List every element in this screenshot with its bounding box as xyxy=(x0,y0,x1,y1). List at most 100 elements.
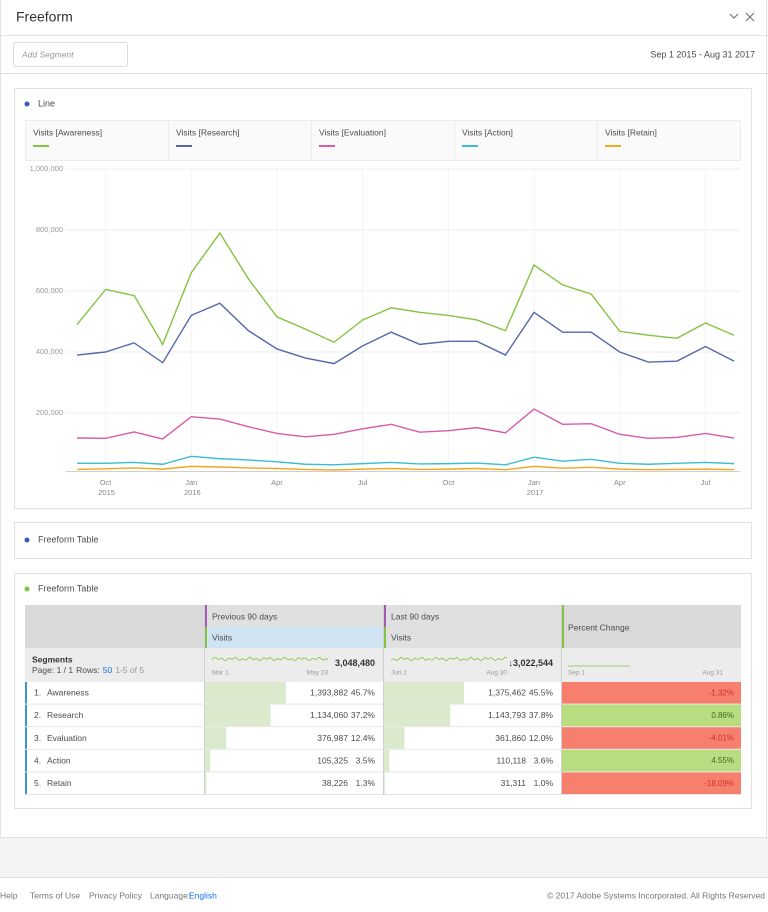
language-label: Language: xyxy=(150,890,190,900)
column-end: Aug 31 xyxy=(702,670,723,677)
cell-value: 110,118 xyxy=(497,755,527,765)
metric-accent xyxy=(561,605,564,648)
header-cell xyxy=(561,605,741,648)
share-bar xyxy=(204,704,271,727)
legend-label: Visits [Action] xyxy=(462,127,513,137)
segment-accent xyxy=(383,605,386,627)
series-line xyxy=(76,302,735,365)
cell-value: 1,134,060 xyxy=(310,710,348,720)
x-tick-label: Jul xyxy=(358,478,368,487)
share-bar xyxy=(383,727,405,749)
legend-box xyxy=(25,120,741,161)
change-value: -1.32% xyxy=(709,688,734,697)
change-cell xyxy=(561,727,741,749)
row-name[interactable]: Awareness xyxy=(47,688,89,698)
row-rank: 5. xyxy=(34,778,41,788)
x-tick-label: Oct xyxy=(443,478,456,487)
paging-page: Page: 1 / 1 xyxy=(32,665,73,675)
paging-rows[interactable]: 50 xyxy=(103,665,113,675)
cell-value: 105,325 xyxy=(317,755,348,765)
footer-link[interactable]: Terms of Use xyxy=(30,890,80,900)
row-accent xyxy=(25,749,27,772)
legend-label: Visits [Retain] xyxy=(605,127,657,137)
metric-accent xyxy=(383,627,386,648)
metric-cell xyxy=(204,627,383,648)
copyright: © 2017 Adobe Systems Incorporated. All R… xyxy=(547,890,765,900)
panel-dot xyxy=(24,586,30,592)
y-tick-label: 800,000 xyxy=(36,225,63,234)
change-cell xyxy=(561,749,741,772)
row-accent xyxy=(25,727,27,749)
sparkline xyxy=(390,656,508,662)
column-total: ↓3,022,544 xyxy=(508,658,553,668)
row-name[interactable]: Research xyxy=(47,710,84,720)
x-tick-label: Apr xyxy=(614,478,626,487)
cell-percent: 1.3% xyxy=(356,778,376,788)
cell-value: 38,226 xyxy=(322,778,348,788)
cell-value: 31,311 xyxy=(501,778,527,788)
row-name[interactable]: Retain xyxy=(47,778,72,788)
panel-dot xyxy=(24,101,30,107)
cell-percent: 12.0% xyxy=(529,733,554,743)
series-line xyxy=(77,455,735,466)
change-cell xyxy=(561,772,741,794)
column-end: May 23 xyxy=(307,670,329,677)
change-value: 4.55% xyxy=(711,756,734,765)
panel-title: Freeform Table xyxy=(38,583,98,593)
share-bar xyxy=(204,727,227,749)
legend-swatch xyxy=(176,145,192,147)
row-rank: 4. xyxy=(34,755,41,765)
row-name[interactable]: Evaluation xyxy=(47,733,87,743)
cell-percent: 37.8% xyxy=(529,710,554,720)
cell-percent: 45.7% xyxy=(351,688,376,698)
language-link[interactable]: English xyxy=(189,890,217,900)
legend-swatch xyxy=(319,145,335,147)
y-tick-label: 1,000,000 xyxy=(30,164,63,173)
change-cell xyxy=(561,704,741,727)
cell-percent: 45.5% xyxy=(529,688,554,698)
page-gap xyxy=(0,838,768,878)
paging-range: 1-5 of 5 xyxy=(115,665,144,675)
footer-link[interactable]: Privacy Policy xyxy=(89,890,143,900)
share-bar xyxy=(383,682,464,704)
series-line xyxy=(76,465,735,471)
legend-swatch xyxy=(462,145,478,147)
close-icon[interactable] xyxy=(745,12,755,22)
column-title: Previous 90 days xyxy=(212,611,277,621)
share-bar xyxy=(204,772,207,794)
total-trend: ↓ xyxy=(508,658,513,668)
x-tick-label: Oct 2015 xyxy=(96,478,115,497)
cell-value: 361,860 xyxy=(495,733,526,743)
metric-title: Visits xyxy=(212,632,232,642)
dimension-title: Segments xyxy=(32,654,73,664)
metric-title: Visits xyxy=(391,632,411,642)
paging-rows-label: Rows: xyxy=(76,665,100,675)
change-cell xyxy=(561,682,741,704)
collapse-icon[interactable] xyxy=(729,13,739,19)
row-rank: 2. xyxy=(34,710,41,720)
column-end: Aug 30 xyxy=(486,670,507,677)
total-total: 3,022,544 xyxy=(513,658,553,668)
panel-dot xyxy=(24,537,30,543)
date-range[interactable]: Sep 1 2015 - Aug 31 2017 xyxy=(650,49,755,59)
cell-percent: 12.4% xyxy=(351,733,376,743)
y-tick-label: 400,000 xyxy=(36,347,63,356)
column-title: Percent Change xyxy=(568,622,630,632)
cell-value: 1,143,793 xyxy=(488,710,526,720)
add-segment-box[interactable] xyxy=(13,42,128,67)
y-tick-label: 200,000 xyxy=(36,408,63,417)
column-title: Last 90 days xyxy=(391,611,439,621)
cell-percent: 3.5% xyxy=(356,755,376,765)
legend-swatch xyxy=(605,145,621,147)
add-segment-placeholder[interactable]: Add Segment xyxy=(21,49,74,59)
cell-percent: 1.0% xyxy=(534,778,554,788)
panel-title[interactable]: Freeform Table xyxy=(38,534,98,544)
footer-link[interactable]: Help xyxy=(0,890,18,900)
column-total: 3,048,480 xyxy=(335,658,375,668)
legend-label: Visits [Evaluation] xyxy=(319,127,386,137)
row-name[interactable]: Action xyxy=(47,755,71,765)
change-value: 0.86% xyxy=(711,711,734,720)
share-bar xyxy=(204,682,286,704)
y-tick-label: 600,000 xyxy=(36,286,63,295)
